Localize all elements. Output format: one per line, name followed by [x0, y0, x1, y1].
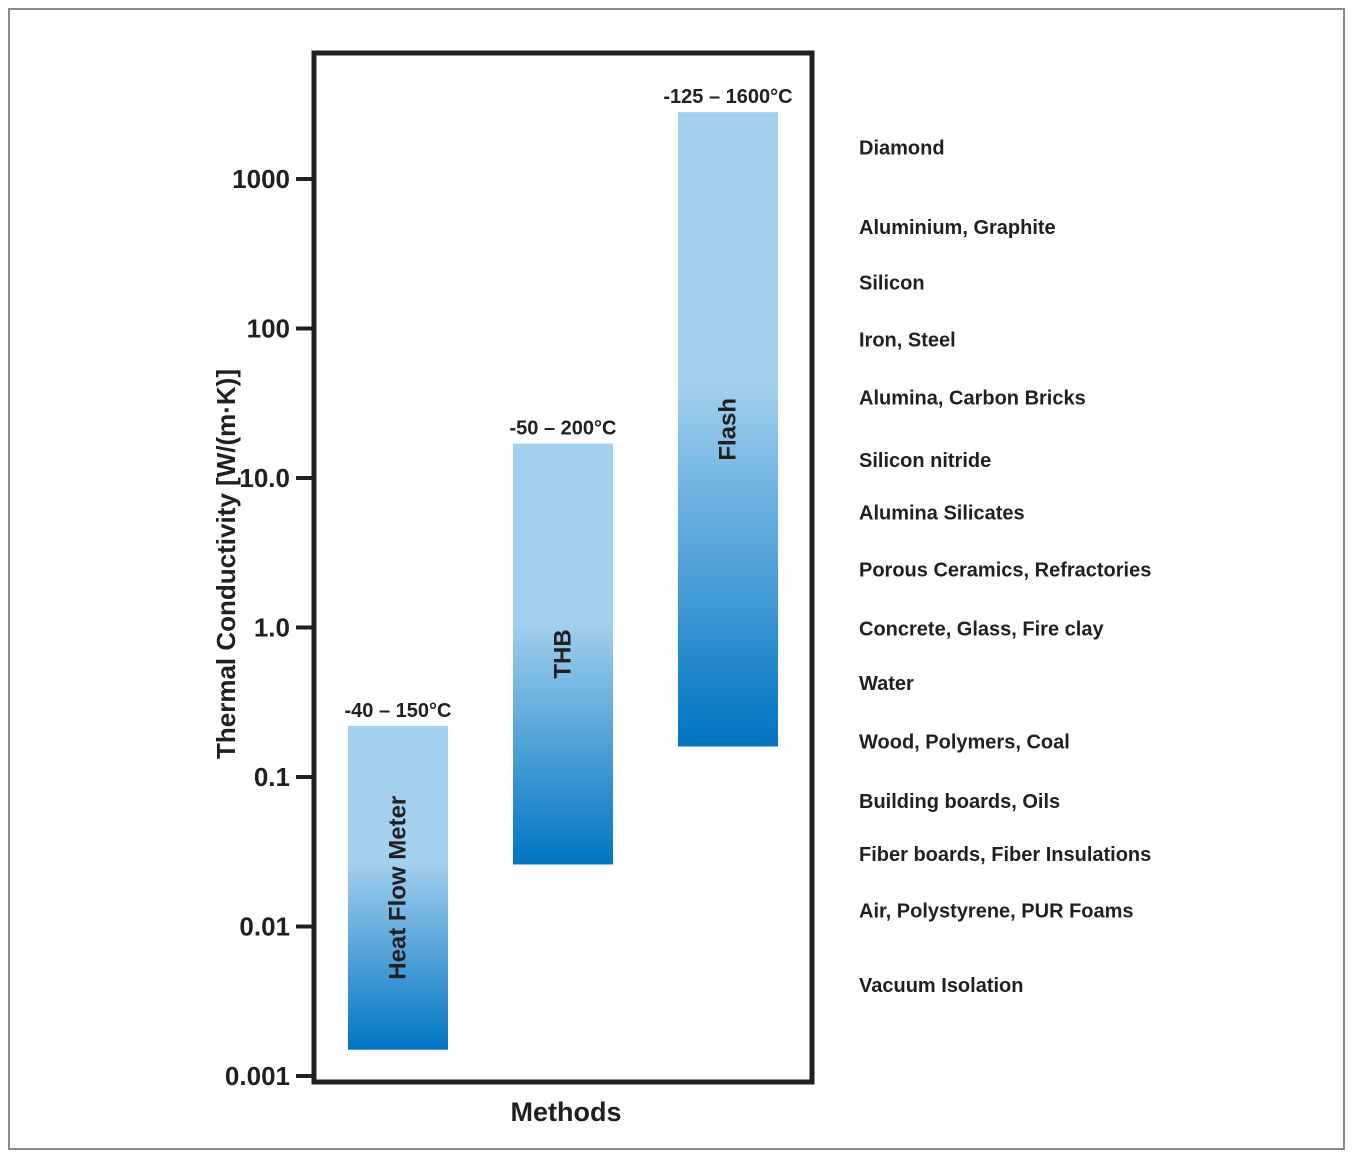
y-tick-label: 100 [247, 314, 290, 344]
material-label: Building boards, Oils [859, 791, 1060, 813]
y-axis: 0.001 0.01 0.1 1.0 10.0 100 1000 [225, 164, 314, 1091]
y-tick-label: 1.0 [254, 613, 290, 643]
material-label: Concrete, Glass, Fire clay [859, 618, 1104, 640]
method-bars: -40 – 150°C Heat Flow Meter -50 – 200°C THB… [345, 86, 793, 1050]
material-label: Diamond [859, 137, 945, 159]
method-bar [678, 112, 778, 747]
material-label: Iron, Steel [859, 330, 956, 352]
temperature-range-label: -50 – 200°C [510, 418, 617, 440]
material-label: Vacuum Isolation [859, 975, 1023, 997]
material-label: Fiber boards, Fiber Insulations [859, 844, 1151, 866]
material-label: Aluminium, Graphite [859, 217, 1056, 239]
material-label: Porous Ceramics, Refractories [859, 560, 1151, 582]
material-label: Silicon nitride [859, 450, 991, 472]
material-label: Water [859, 673, 914, 695]
material-label: Alumina Silicates [859, 502, 1025, 524]
method-bar [513, 443, 613, 865]
material-label: Air, Polystyrene, PUR Foams [859, 900, 1134, 922]
y-tick-label: 1000 [232, 164, 290, 194]
temperature-range-label: -125 – 1600°C [663, 86, 792, 108]
y-tick-label: 0.01 [239, 912, 290, 942]
y-axis-label: Thermal Conductivity [W/(m·K)] [211, 369, 241, 759]
plot-area-border [311, 50, 815, 1085]
method-name-label: Heat Flow Meter [385, 796, 412, 980]
x-axis-label: Methods [511, 1097, 622, 1127]
material-label: Wood, Polymers, Coal [859, 732, 1070, 754]
temperature-range-label: -40 – 150°C [345, 700, 452, 722]
material-labels: Diamond Aluminium, Graphite Silicon Iron, S… [859, 137, 1151, 997]
material-label: Alumina, Carbon Bricks [859, 388, 1086, 410]
y-tick-label: 10.0 [239, 463, 290, 493]
method-name-label: Flash [715, 398, 742, 461]
method-name-label: THB [550, 629, 577, 678]
method-bar [348, 725, 448, 1050]
y-tick-label: 0.1 [254, 762, 290, 792]
figure-frame [8, 8, 1345, 1150]
material-label: Silicon [859, 272, 925, 294]
y-tick-label: 0.001 [225, 1061, 290, 1091]
